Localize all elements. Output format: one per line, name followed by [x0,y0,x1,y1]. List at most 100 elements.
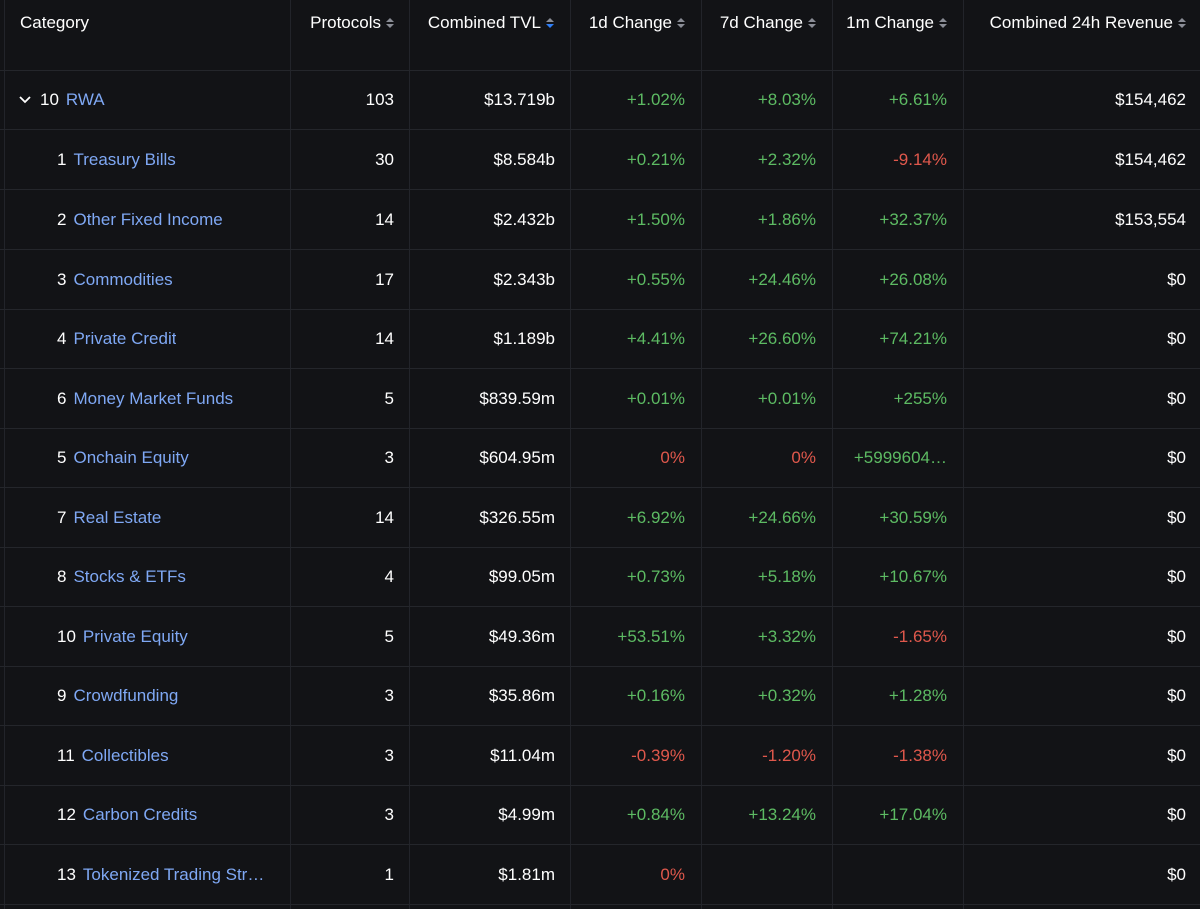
protocols-cell: 14 [375,328,394,348]
row-rank: 3 [57,269,67,289]
category-cell: 9 Crowdfunding [57,666,178,725]
header-1m-change[interactable]: 1m Change [832,12,947,34]
table-row[interactable]: 2 Other Fixed Income 14 $2.432b +1.50% +… [0,190,1200,250]
tvl-cell: $839.59m [479,388,555,408]
row-rank: 9 [57,685,67,705]
change-1m-cell: +30.59% [879,507,947,527]
category-link[interactable]: Other Fixed Income [73,209,223,229]
tvl-cell: $4.99m [498,804,555,824]
column-divider [4,0,5,909]
table-row[interactable]: 7 Real Estate 14 $326.55m +6.92% +24.66%… [0,488,1200,548]
header-1d-change[interactable]: 1d Change [570,12,685,34]
table-row[interactable]: 11 Collectibles 3 $11.04m -0.39% -1.20% … [0,726,1200,786]
category-link[interactable]: RWA [65,89,105,109]
chevron-down-icon[interactable] [16,91,34,109]
change-7d-cell: 0% [791,447,816,467]
header-protocols-label: Protocols [310,13,381,32]
protocols-cell: 3 [384,685,394,705]
category-cell: 13 Tokenized Trading Str… [57,845,264,904]
category-link[interactable]: Stocks & ETFs [73,566,186,586]
change-7d-cell: +24.66% [748,507,816,527]
table-row[interactable]: 6 Money Market Funds 5 $839.59m +0.01% +… [0,369,1200,429]
table-row[interactable]: 12 Carbon Credits 3 $4.99m +0.84% +13.24… [0,785,1200,845]
revenue-cell: $0 [1167,388,1186,408]
change-1d-cell: 0% [660,864,685,884]
revenue-cell: $0 [1167,328,1186,348]
revenue-cell: $0 [1167,447,1186,467]
sort-arrows-icon [546,18,554,28]
change-1d-cell: +4.41% [626,328,685,348]
category-link[interactable]: Carbon Credits [82,804,198,824]
category-link[interactable]: Collectibles [81,745,169,765]
change-7d-cell: +24.46% [748,269,816,289]
category-cell: 5 Onchain Equity [57,428,189,487]
category-link[interactable]: Tokenized Trading Str… [82,864,265,884]
change-1d-cell: +0.55% [626,269,685,289]
category-link[interactable]: Commodities [73,269,173,289]
revenue-cell: $0 [1167,566,1186,586]
category-link[interactable]: Real Estate [73,507,162,527]
table-row[interactable]: 13 Tokenized Trading Str… 1 $1.81m 0% $0 [0,845,1200,905]
category-cell: 6 Money Market Funds [57,369,233,428]
change-1m-cell: -1.38% [893,745,947,765]
revenue-cell: $0 [1167,507,1186,527]
sort-arrows-icon [677,18,685,28]
change-1m-cell: +1.28% [888,685,947,705]
row-rank: 10 [40,89,59,109]
table-row[interactable]: 1 Treasury Bills 30 $8.584b +0.21% +2.32… [0,130,1200,190]
sort-arrows-icon [386,18,394,28]
header-7d-change[interactable]: 7d Change [701,12,816,34]
protocols-cell: 30 [375,149,394,169]
category-cell: 3 Commodities [57,250,173,309]
change-7d-cell: +5.18% [757,566,816,586]
category-link[interactable]: Private Equity [82,626,188,646]
revenue-cell: $0 [1167,685,1186,705]
change-7d-cell: +1.86% [757,209,816,229]
table-row[interactable]: 10 Private Equity 5 $49.36m +53.51% +3.3… [0,607,1200,667]
header-tvl[interactable]: Combined TVL [409,12,554,34]
protocols-cell: 3 [384,745,394,765]
change-1d-cell: +1.50% [626,209,685,229]
change-1d-cell: +0.01% [626,388,685,408]
change-7d-cell: +2.32% [757,149,816,169]
change-1d-cell: +0.84% [626,804,685,824]
protocols-cell: 3 [384,804,394,824]
table-row[interactable]: 8 Stocks & ETFs 4 $99.05m +0.73% +5.18% … [0,547,1200,607]
protocols-cell: 14 [375,209,394,229]
change-1d-cell: +6.92% [626,507,685,527]
category-link[interactable]: Onchain Equity [73,447,189,467]
tvl-cell: $99.05m [488,566,555,586]
table-header: Category Protocols Combined TVL 1d Chang… [0,0,1200,71]
table-row[interactable]: 3 Commodities 17 $2.343b +0.55% +24.46% … [0,250,1200,310]
category-cell: 12 Carbon Credits [57,785,197,844]
category-link[interactable]: Private Credit [73,328,177,348]
table-row-parent[interactable]: 10 RWA 103 $13.719b +1.02% +8.03% +6.61%… [0,70,1200,130]
protocols-cell: 17 [375,269,394,289]
change-1d-cell: +1.02% [626,89,685,109]
tvl-cell: $326.55m [479,507,555,527]
table-row[interactable]: 4 Private Credit 14 $1.189b +4.41% +26.6… [0,309,1200,369]
category-link[interactable]: Treasury Bills [73,149,176,169]
change-1m-cell: +26.08% [879,269,947,289]
table-row[interactable]: 9 Crowdfunding 3 $35.86m +0.16% +0.32% +… [0,666,1200,726]
column-divider [570,0,571,909]
tvl-cell: $49.36m [488,626,555,646]
header-protocols[interactable]: Protocols [290,12,394,34]
category-cell: 11 Collectibles [57,726,169,785]
row-rank: 8 [57,566,67,586]
header-revenue[interactable]: Combined 24h Revenue [963,12,1186,34]
change-1m-cell: -1.65% [893,626,947,646]
category-link[interactable]: Crowdfunding [73,685,179,705]
change-1m-cell: +17.04% [879,804,947,824]
protocols-cell: 1 [384,864,394,884]
header-revenue-label: Combined 24h Revenue [989,13,1173,32]
change-1m-cell: -9.14% [893,149,947,169]
table-row[interactable]: 5 Onchain Equity 3 $604.95m 0% 0% +59996… [0,428,1200,488]
protocols-cell: 4 [384,566,394,586]
change-1d-cell: +53.51% [617,626,685,646]
category-link[interactable]: Money Market Funds [73,388,234,408]
change-7d-cell [701,845,816,904]
tvl-cell: $2.432b [493,209,555,229]
row-rank: 6 [57,388,67,408]
protocols-cell: 14 [375,507,394,527]
